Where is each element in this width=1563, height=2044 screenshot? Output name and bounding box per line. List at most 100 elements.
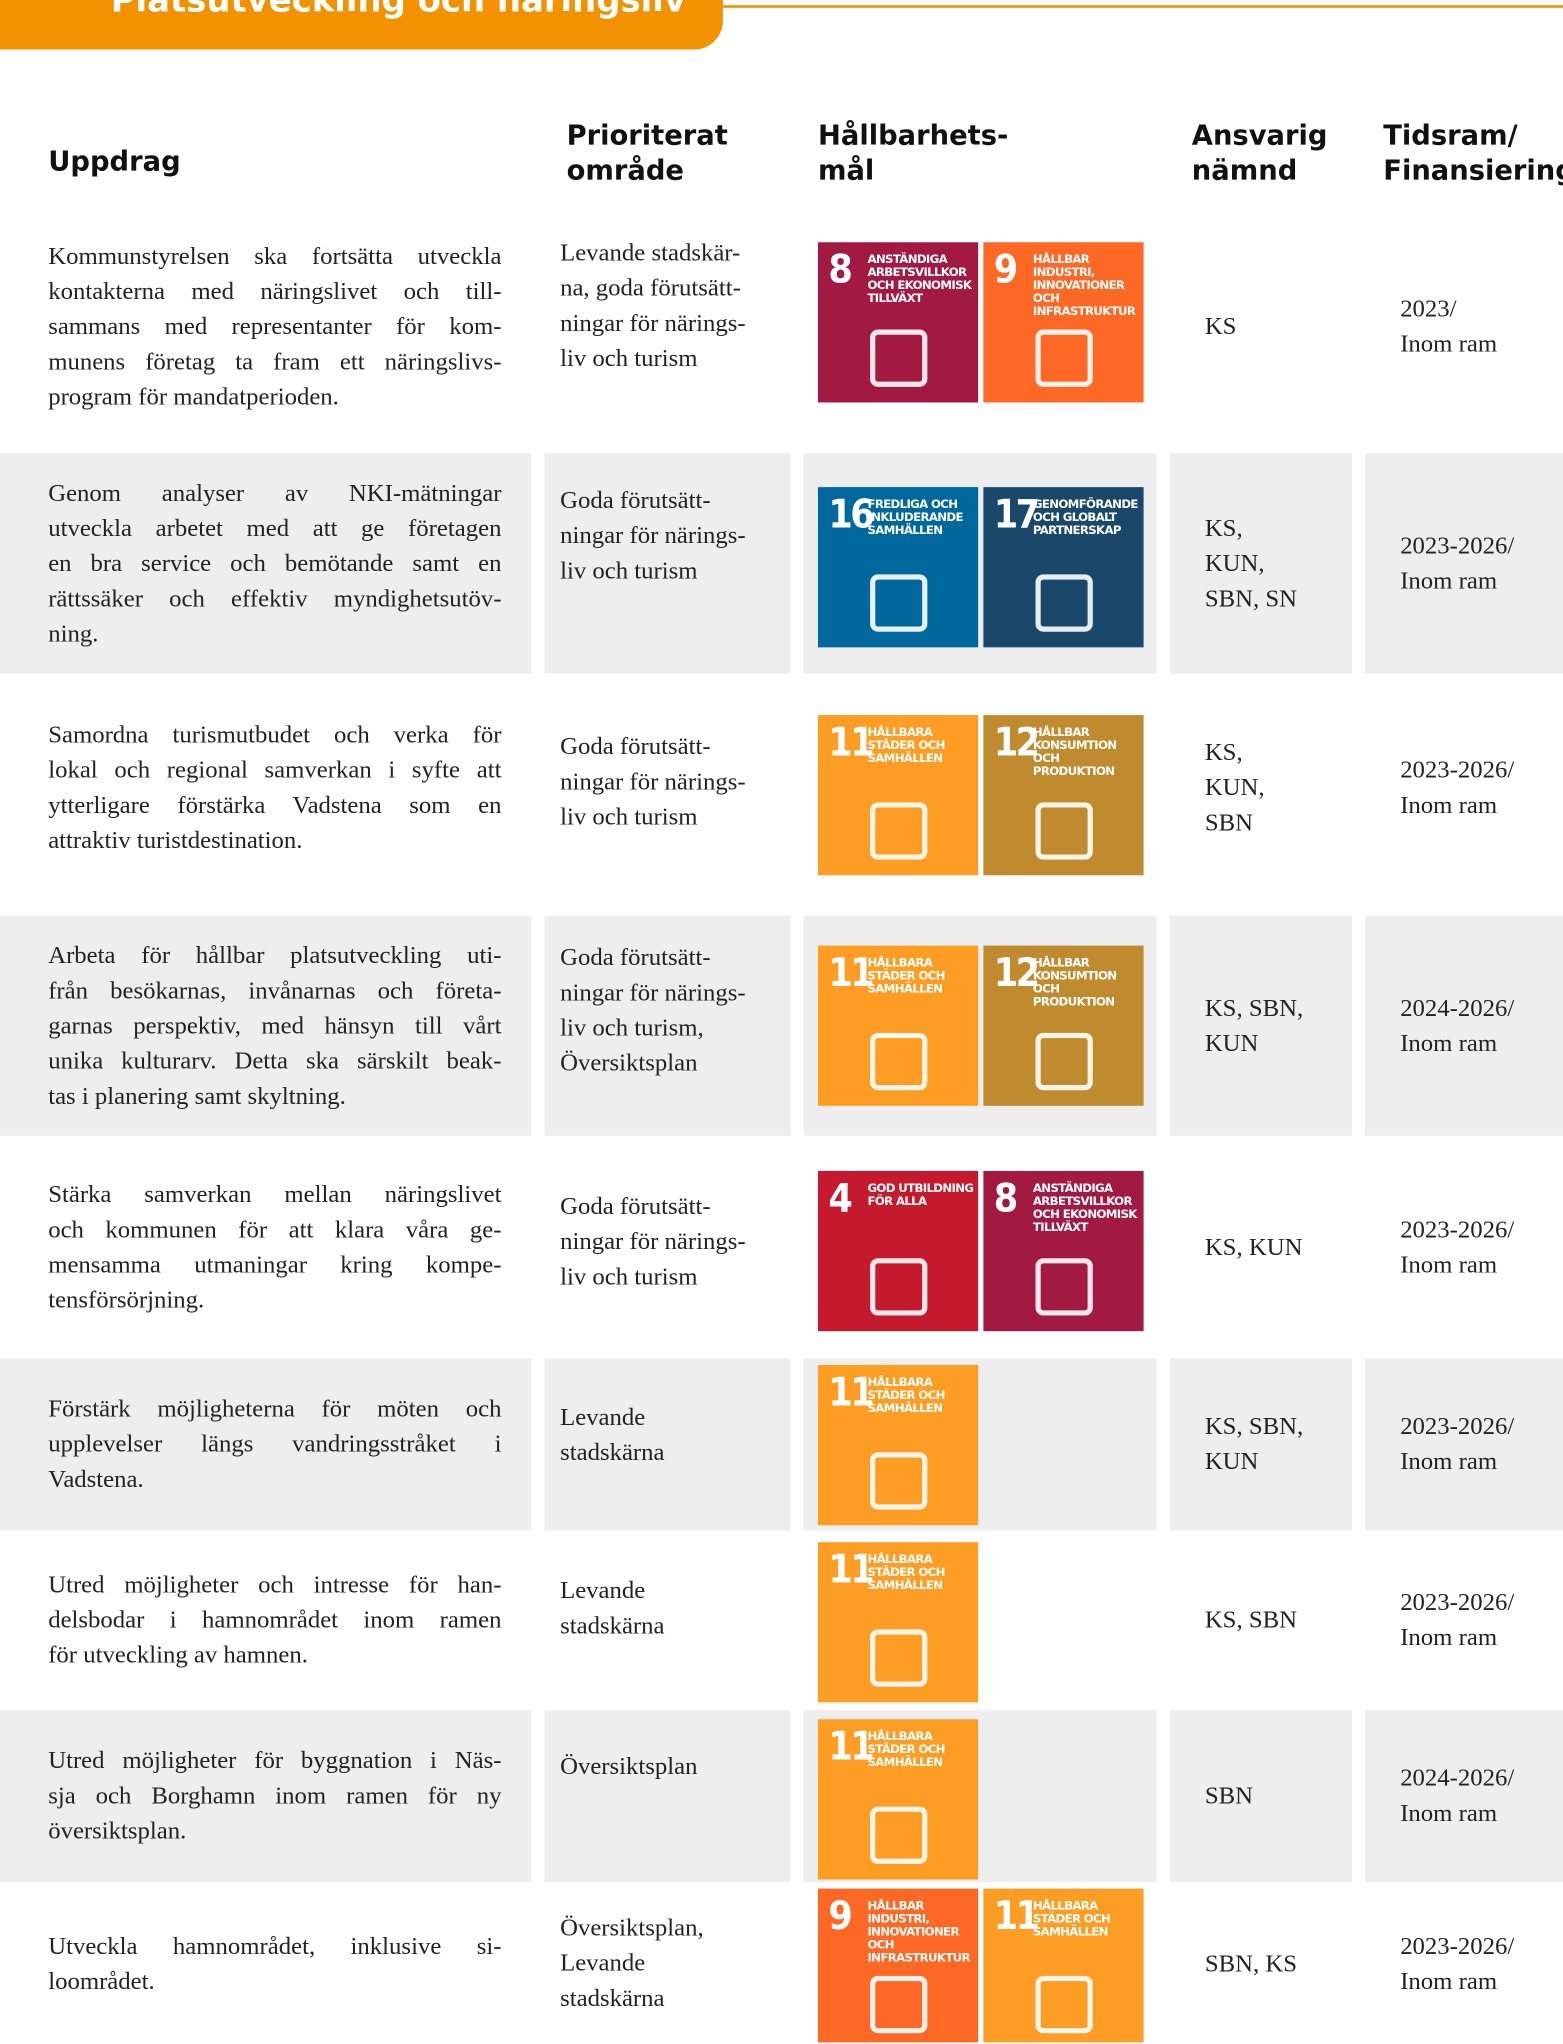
table-cell: Utveckla hamnområdet, inklusive si-loomr… [0,1886,531,2042]
table-cell: KS, KUN, SBN [1170,677,1352,898]
table-cell: 11 HÅLLBARA STÄDER OCH SAMHÄLLEN 12 HÅLLBAR… [804,677,1157,898]
text-line: upplevelser längs vandringsstråket i [48,1430,502,1459]
table-cell: Goda förutsätt-ningar för närings-liv oc… [544,915,791,1136]
sdg-label: GENOMFÖRANDE OCH GLOBALT PARTNERSKAP [1032,498,1139,538]
task-text: Utred möjligheter för byggnation i Näs-s… [48,1743,501,1849]
sdg-symbol [870,1452,928,1510]
table-cell: 2024-2026/Inom ram [1365,1710,1563,1883]
sdg-symbol [1035,1975,1093,2034]
text-line: garnas perspektiv, med hänsyn till vårt [48,1012,502,1040]
sdg-label: HÅLLBARA STÄDER OCH SAMHÄLLEN [867,1376,945,1416]
text-line: KS [1204,313,1237,341]
text-line: SBN [1204,809,1253,837]
text-line: delsbodar i hamnområdet inom ramen [48,1606,502,1634]
area-text: Levande stadskärna [560,1573,664,1643]
text-line: stadskärna [560,1439,665,1467]
sdg-label: HÅLLBAR INDUSTRI, INNOVATIONER OCH INFRA… [867,1900,970,1966]
table-cell: Stärka samverkan mellan näringslivet och … [0,1140,531,1355]
table-cell: Levande stadskär-na, goda förutsätt-ning… [544,204,790,449]
column-header: Prioriterat område [567,119,728,189]
text-line: 2023/ [1400,295,1457,324]
text-line: en bra service och bemötande samt en [48,549,502,578]
sdg-icon: 11 HÅLLBARA STÄDER OCH SAMHÄLLEN [817,945,979,1106]
section-tab [0,0,723,50]
area-text: Översiktsplan, Levande stadskärna [560,1911,704,2017]
text-line: Utveckla hamnområdet, inklusive si- [48,1932,502,1961]
text-line: sammans med representanter för kom- [48,313,502,341]
table-cell: 8 ANSTÄNDIGA ARBETSVILLKOR OCH EKONOMISK … [804,204,1157,449]
text-line: stadskärna [560,1612,665,1640]
table-cell: Levande stadskärna [544,1534,790,1706]
sdg-number: 12 [993,950,1040,997]
text-line: Förstärk möjligheterna för möten och [48,1395,502,1423]
table-cell: Genom analyser av NKI-mätningar utveckla … [0,453,532,674]
task-text: Arbeta för hållbar platsutveckling uti-f… [48,938,501,1114]
table-cell: Samordna turismutbudet och verka för loka… [0,677,531,898]
column-header: Tidsram/Finansiering [1383,119,1563,189]
text-line: ningar för närings- [560,522,746,550]
area-text: Översiktsplan [560,1749,697,1784]
board-text: KS, SBN [1205,1603,1297,1638]
text-line: ningar för närings- [560,1228,746,1256]
header-line: mål [817,154,875,187]
sdg-number: 16 [828,492,874,538]
text-line: program för mandatperioden. [48,383,339,411]
table-cell: 2023-2026/Inom ram [1365,1886,1563,2042]
sdg-icon: 16 FREDLIGA OCH INKLUDERANDE SAMHÄLLEN [817,487,979,648]
sdg-label: GOD UTBILDNING FÖR ALLA [867,1182,974,1209]
text-line: stadskärna [560,1985,665,2013]
sdg-icon: 8 ANSTÄNDIGA ARBETSVILLKOR OCH EKONOMISK … [817,242,979,403]
sdg-symbol [1035,802,1093,860]
text-line: 2023-2026/ [1400,532,1515,560]
area-text: Goda förutsätt-ningar för närings-liv oc… [560,940,746,1081]
text-line: Översiktsplan [560,1753,698,1781]
text-line: kontakterna med näringslivet och till- [48,278,502,306]
sdg-label: HÅLLBARA STÄDER OCH SAMHÄLLEN [867,1731,945,1771]
column-header: Hållbarhets-mål [818,119,1008,189]
board-text: KS, SBN, KUN [1205,1409,1303,1479]
sdg-symbol [870,329,928,387]
sdg-label: FREDLIGA OCH INKLUDERANDE SAMHÄLLEN [867,498,963,538]
text-line: och kommunen för att klara våra ge- [48,1215,502,1244]
text-line: liv och turism [560,803,698,831]
table-cell: 4 GOD UTBILDNING FÖR ALLA 8 ANSTÄNDIGA ARBE… [804,1140,1157,1355]
column-header: Ansvarig nämnd [1192,119,1328,189]
text-line: SBN, SN [1204,584,1297,613]
sdg-icon: 11 HÅLLBARA STÄDER OCH SAMHÄLLEN [983,1888,1144,2043]
header-line: Prioriterat [566,119,728,152]
column-header: Uppdrag [48,145,180,180]
table-cell: KS, SBN, KUN [1169,915,1352,1136]
timeframe-text: 2023-2026/Inom ram [1400,753,1514,823]
sdg-icon: 8 ANSTÄNDIGA ARBETSVILLKOR OCH EKONOMISK … [983,1170,1144,1332]
timeframe-text: 2023-2026/Inom ram [1400,1929,1514,1999]
task-text: Utveckla hamnområdet, inklusive si-loomr… [48,1929,501,1999]
board-text: KS [1205,309,1237,344]
sdg-symbol [870,1806,928,1864]
sdg-number: 11 [828,1547,874,1593]
table-cell: 11 HÅLLBARA STÄDER OCH SAMHÄLLEN 12 HÅLLBAR… [803,915,1157,1136]
table-cell: KS, KUN [1170,1140,1352,1355]
sdg-label: HÅLLBARA STÄDER OCH SAMHÄLLEN [867,957,945,997]
text-line: KS, [1204,739,1243,767]
table-cell: Utred möjligheter för byggnation i Näs-s… [0,1710,532,1883]
text-line: 2023-2026/ [1400,756,1515,785]
sdg-label: HÅLLBARA STÄDER OCH SAMHÄLLEN [867,1553,945,1593]
task-text: Genom analyser av NKI-mätningar utveckla … [48,475,501,651]
sdg-number: 11 [828,950,874,997]
text-line: attraktiv turistdestination. [48,827,303,855]
text-line: sja och Borghamn inom ramen för ny [48,1782,502,1810]
text-line: 2023-2026/ [1400,1215,1515,1244]
text-line: Inom ram [1400,791,1498,820]
task-text: Kommunstyrelsen ska fortsätta utveckla ko… [48,239,501,415]
text-line: ningar för närings- [560,768,746,796]
table-cell: 16 FREDLIGA OCH INKLUDERANDE SAMHÄLLEN 17 G… [803,453,1157,674]
table-cell: Goda förutsätt-ningar för närings-liv oc… [544,677,790,898]
text-line: för utveckling av hamnen. [48,1641,308,1670]
table-cell: Översiktsplan, Levande stadskärna [544,1886,790,2042]
text-line: unika kulturarv. Detta ska särskilt beak… [48,1047,502,1075]
sdg-number: 17 [993,492,1040,538]
task-text: Utred möjligheter och intresse för han-d… [48,1568,501,1674]
text-line: utveckla arbetet med att ge företagen [48,514,502,542]
sdg-number: 9 [828,1893,852,1940]
